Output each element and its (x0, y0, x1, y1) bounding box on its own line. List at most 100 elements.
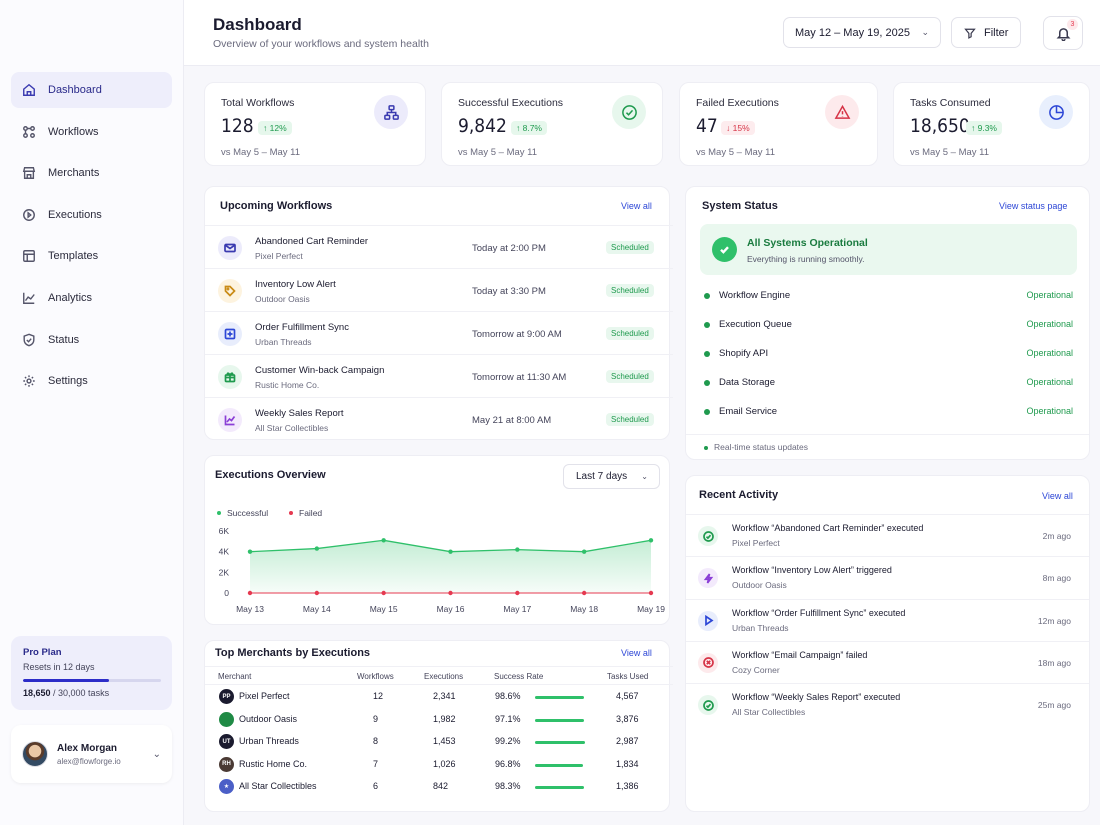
play-circle-icon (21, 207, 37, 223)
activity-merchant: All Star Collectibles (732, 707, 806, 718)
warning-icon (825, 95, 859, 129)
failed-point (448, 590, 453, 596)
box-icon (218, 322, 242, 346)
sidebar-item-settings[interactable]: Settings (11, 363, 172, 399)
gear-icon (21, 373, 37, 389)
table-row[interactable]: Outdoor Oasis 9 1,982 97.1% 3,876 (205, 709, 673, 732)
upcoming-view-all-link[interactable]: View all (621, 201, 652, 211)
user-name: Alex Morgan (57, 742, 118, 754)
system-status-card: System Status View status page All Syste… (685, 186, 1090, 460)
card-title: Executions Overview (215, 469, 326, 481)
merchant-success-rate: 97.1% (495, 713, 521, 724)
date-range-picker[interactable]: May 12 – May 19, 2025 ⌄ (783, 17, 941, 48)
successful-point (247, 549, 253, 554)
list-item[interactable]: Abandoned Cart Reminder Pixel Perfect To… (205, 225, 673, 268)
range-select[interactable]: Last 7 days ⌄ (563, 464, 660, 489)
service-state: Operational (1026, 319, 1073, 329)
success-rate-bar (535, 741, 585, 744)
merchant-logo (219, 711, 234, 727)
status-dot (704, 446, 708, 450)
column-header: Executions (424, 672, 464, 681)
filter-button[interactable]: Filter (951, 17, 1021, 48)
merchant-tasks: 2,987 (616, 736, 639, 746)
list-item[interactable]: Workflow “Weekly Sales Report” executed A… (686, 683, 1089, 725)
successful-point (381, 538, 386, 543)
workflow-merchant: Rustic Home Co. (255, 380, 320, 390)
page-title: Dashboard (213, 15, 302, 34)
list-item[interactable]: Workflow “Abandoned Cart Reminder” execu… (686, 514, 1089, 556)
successful-line (249, 539, 652, 553)
stat-card-failed-executions: Failed Executions 47 ↓ 15% vs May 5 – Ma… (679, 82, 878, 166)
activity-title: Workflow “Inventory Low Alert” triggered (732, 565, 892, 576)
pie-chart-icon (1039, 95, 1073, 129)
list-item[interactable]: Weekly Sales Report All Star Collectible… (205, 397, 673, 440)
filter-icon (964, 28, 976, 39)
table-row[interactable]: UT Urban Threads 8 1,453 99.2% 2,987 (205, 731, 673, 754)
card-title: Upcoming Workflows (220, 200, 333, 212)
x-tick-label: May 13 (236, 604, 264, 614)
list-item[interactable]: Workflow “Order Fulfillment Sync” execut… (686, 598, 1089, 641)
merchants-view-all-link[interactable]: View all (621, 648, 652, 658)
bell-icon (1056, 27, 1070, 41)
list-item[interactable]: Customer Win-back Campaign Rustic Home C… (205, 354, 673, 397)
lightning-icon (698, 568, 718, 589)
error-icon (698, 652, 718, 673)
chevron-down-icon[interactable]: ⌄ (152, 748, 161, 760)
notifications-button[interactable]: 3 (1043, 16, 1083, 50)
merchant-workflows: 7 (373, 758, 379, 769)
sidebar-item-analytics[interactable]: Analytics (11, 280, 172, 316)
stat-value: 128 (221, 115, 254, 137)
user-menu[interactable]: Alex Morgan alex@flowforge.io ⌄ (11, 725, 172, 783)
stat-compare: vs May 5 – May 11 (910, 147, 990, 158)
merchant-name: Urban Threads (239, 736, 299, 746)
x-tick-label: May 15 (370, 604, 398, 614)
main-content: Dashboard Overview of your workflows and… (184, 0, 1100, 825)
avatar (22, 741, 48, 767)
sitemap-icon (374, 95, 408, 129)
plan-usage-fill (23, 679, 109, 682)
legend-failed: Failed (289, 508, 322, 518)
sidebar-item-templates[interactable]: Templates (11, 238, 172, 274)
failed-point (381, 590, 386, 596)
table-row[interactable]: ★ All Star Collectibles 6 842 98.3% 1,386 (205, 776, 673, 799)
sidebar-item-status[interactable]: Status (11, 322, 172, 358)
status-badge: Scheduled (606, 370, 654, 383)
merchant-success-rate: 96.8% (495, 758, 521, 769)
workflow-time: Tomorrow at 9:00 AM (472, 329, 562, 340)
legend-label: Failed (299, 508, 323, 518)
workflow-merchant: Urban Threads (255, 337, 312, 347)
sidebar-item-merchants[interactable]: Merchants (11, 155, 172, 191)
list-item[interactable]: Workflow “Inventory Low Alert” triggered… (686, 556, 1089, 598)
sidebar-item-executions[interactable]: Executions (11, 197, 172, 233)
recent-activity-card: Recent Activity View all Workflow “Aband… (685, 475, 1090, 812)
sidebar-item-label: Analytics (48, 291, 93, 304)
realtime-text: Real-time status updates (714, 442, 809, 452)
view-status-page-link[interactable]: View status page (999, 201, 1068, 211)
plan-total: / 30,000 tasks (50, 688, 110, 698)
sidebar-item-dashboard[interactable]: Dashboard (11, 72, 172, 108)
status-dot (704, 409, 710, 415)
activity-merchant: Urban Threads (732, 622, 789, 633)
sidebar-item-workflows[interactable]: Workflows (11, 114, 172, 150)
list-item[interactable]: Inventory Low Alert Outdoor Oasis Today … (205, 268, 673, 311)
service-name: Execution Queue (719, 319, 792, 330)
failed-point (515, 590, 520, 596)
status-badge: Scheduled (606, 327, 654, 340)
column-header: Tasks Used (607, 672, 649, 681)
table-row[interactable]: RH Rustic Home Co. 7 1,026 96.8% 1,834 (205, 754, 673, 777)
table-header: Merchant Workflows Executions Success Ra… (205, 666, 673, 685)
list-item[interactable]: Order Fulfillment Sync Urban Threads Tom… (205, 311, 673, 354)
activity-view-all-link[interactable]: View all (1042, 491, 1073, 501)
list-item[interactable]: Workflow “Email Campaign” failed Cozy Cor… (686, 640, 1089, 683)
status-banner-subtitle: Everything is running smoothly. (747, 254, 865, 264)
table-row[interactable]: PP Pixel Perfect 12 2,341 98.6% 4,567 (205, 686, 673, 709)
stat-delta: ↑ 9.3% (966, 121, 1002, 135)
failed-point (247, 590, 253, 596)
merchant-executions: 1,982 (433, 713, 456, 724)
chart-line-icon (218, 408, 242, 432)
service-row: Data Storage Operational (686, 370, 1089, 399)
activity-title: Workflow “Order Fulfillment Sync” execut… (732, 607, 906, 618)
x-tick-label: May 18 (570, 604, 598, 614)
check-icon (712, 237, 737, 262)
status-badge: Scheduled (606, 241, 654, 254)
